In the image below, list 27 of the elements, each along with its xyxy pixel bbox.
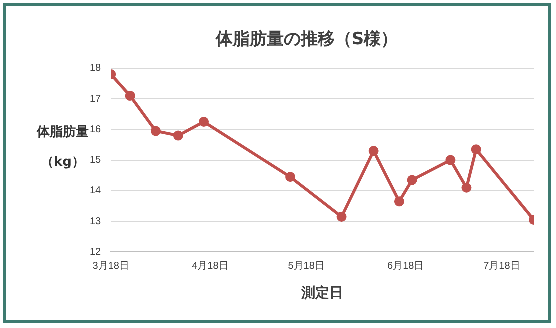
- x-tick-label: 3月18日: [92, 260, 130, 272]
- point: [336, 212, 347, 222]
- y-tick-label: 13: [90, 216, 102, 228]
- y-tick-label: 12: [90, 246, 102, 258]
- y-tick-label: 16: [90, 124, 102, 136]
- x-tick-label: 7月18日: [484, 260, 520, 272]
- x-tick-label: 6月18日: [388, 260, 424, 272]
- point: [286, 172, 296, 182]
- point: [471, 144, 482, 155]
- point: [125, 90, 136, 101]
- point: [394, 196, 404, 207]
- point: [150, 126, 161, 136]
- chart-title: 体脂肪量の推移（S様）: [214, 30, 398, 50]
- y-tick-label: 18: [90, 63, 102, 74]
- point: [407, 175, 418, 186]
- y-tick-label: 17: [90, 94, 102, 105]
- point: [446, 155, 456, 166]
- point: [173, 130, 184, 141]
- y-tick-label: 14: [90, 186, 102, 197]
- x-tick-label: 5月18日: [288, 260, 325, 272]
- point: [462, 182, 472, 193]
- y-axis-title: 体脂肪量（kg）: [37, 125, 89, 170]
- point: [368, 146, 379, 156]
- y-tick-label: 15: [90, 155, 102, 166]
- x-axis-title: 測定日: [300, 284, 344, 300]
- point: [199, 117, 210, 128]
- x-tick-label: 4月18日: [192, 260, 229, 272]
